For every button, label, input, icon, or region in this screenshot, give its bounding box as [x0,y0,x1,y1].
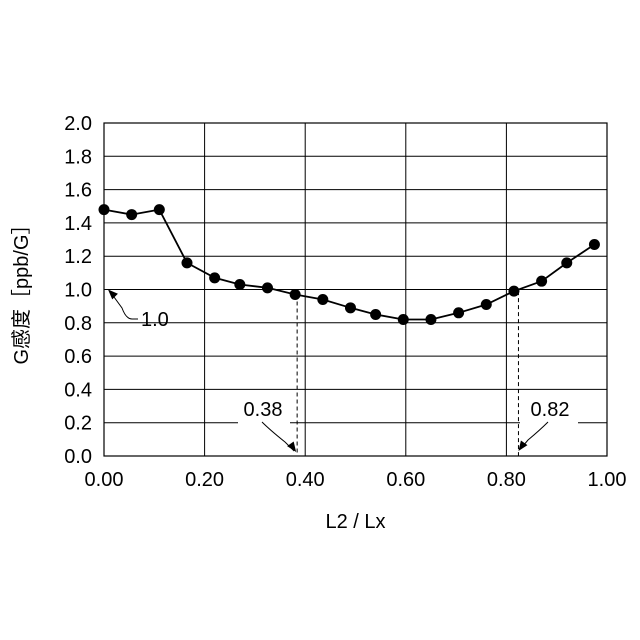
data-point [370,309,381,320]
x-tick-label: 0.40 [286,469,325,491]
y-tick-label: 0.8 [64,313,92,335]
data-point [290,289,301,300]
annotation-label: 0.82 [531,399,570,421]
y-axis-label: G感度［ppb/G］ [10,214,33,364]
data-point [561,257,572,268]
data-point [181,257,192,268]
annotation-arrowhead [108,290,118,300]
y-tick-label: 1.0 [64,280,92,302]
data-point [425,314,436,325]
data-point [154,204,165,215]
annotation-label: 1.0 [141,309,169,331]
annotation-arrowhead [287,442,296,452]
data-point [262,282,273,293]
data-point [589,239,600,250]
y-tick-label: 0.0 [64,446,92,468]
guide-lines [297,291,518,456]
x-axis-label: L2 / Lx [325,511,385,533]
y-tick-label: 1.6 [64,180,92,202]
y-tick-label: 1.2 [64,246,92,268]
y-tick-label: 0.6 [64,346,92,368]
y-tick-label: 0.2 [64,413,92,435]
data-point [126,209,137,220]
data-point [209,272,220,283]
annotation-label: 0.38 [244,399,283,421]
y-tick-label: 0.4 [64,379,92,401]
data-point [345,302,356,313]
x-tick-label: 1.00 [588,469,627,491]
data-point [453,307,464,318]
data-points [99,204,600,325]
x-tick-labels: 0.00 0.20 0.40 0.60 0.80 1.00 [85,469,627,491]
data-point [317,294,328,305]
data-point [536,276,547,287]
y-tick-label: 2.0 [64,113,92,135]
data-point [234,279,245,290]
data-point [398,314,409,325]
annotations: 1.0 0.38 0.82 [108,290,569,453]
x-tick-label: 0.60 [386,469,425,491]
data-point [508,286,519,297]
y-tick-label: 1.8 [64,146,92,168]
x-tick-label: 0.20 [185,469,224,491]
data-point [99,204,110,215]
data-point [481,299,492,310]
x-tick-label: 0.80 [487,469,526,491]
y-tick-labels: 0.0 0.2 0.4 0.6 0.8 1.0 1.2 1.4 1.6 1.8 2.0 [64,113,92,468]
y-tick-label: 1.4 [64,213,92,235]
x-tick-label: 0.00 [85,469,124,491]
